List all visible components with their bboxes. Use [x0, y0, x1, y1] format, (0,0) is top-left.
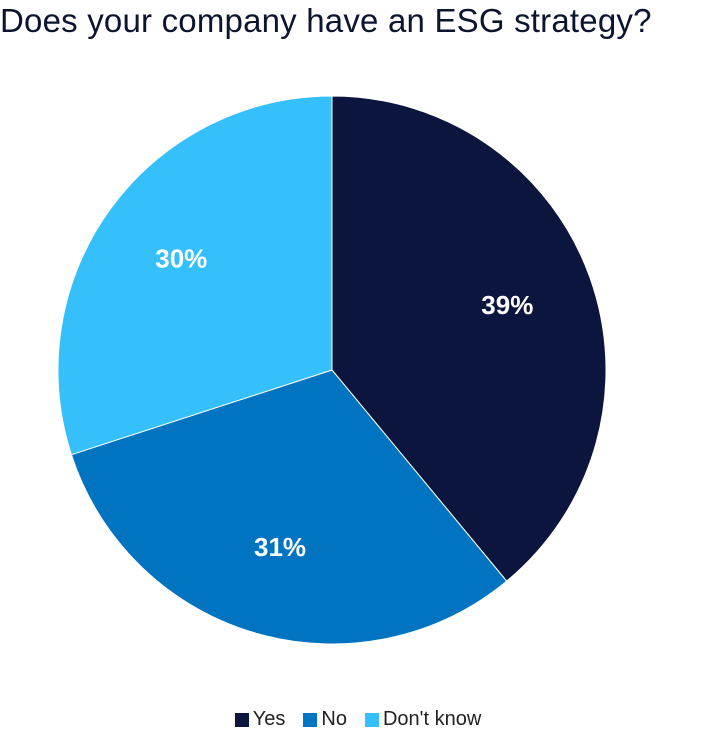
legend-swatch-yes [234, 712, 249, 727]
pie-chart: 39% 31% 30% [57, 95, 607, 645]
data-label-yes: 39% [481, 290, 533, 320]
legend-label-dont-know: Don't know [382, 708, 482, 730]
legend-item-dont-know: Don't know [364, 708, 482, 731]
data-label-no: 31% [254, 532, 306, 562]
legend-swatch-no [303, 712, 318, 727]
legend-swatch-dont-know [364, 712, 379, 727]
data-label-don-t-know: 30% [155, 243, 207, 273]
pie-slice-don-t-know [57, 95, 333, 456]
legend-item-yes: Yes [234, 708, 286, 731]
pie-slice-yes [331, 95, 607, 582]
chart-title: Does your company have an ESG strategy? [0, 2, 652, 39]
legend-item-no: No [303, 708, 347, 731]
pie-slice-no [70, 369, 508, 645]
legend-label-no: No [321, 708, 347, 730]
legend: Yes No Don't know [0, 708, 716, 731]
legend-label-yes: Yes [252, 708, 286, 730]
